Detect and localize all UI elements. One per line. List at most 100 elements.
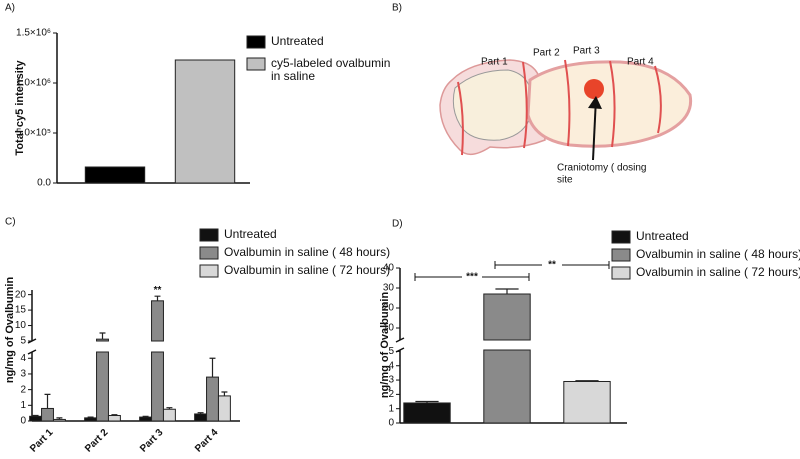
y-tick-label: 10: [383, 323, 395, 334]
cerebellum-core: [452, 69, 533, 141]
legend-swatch: [611, 266, 631, 280]
legend-label: Ovalbumin in saline ( 72 hours): [636, 266, 800, 279]
error-bar: [575, 380, 599, 382]
x-tick-label: Part 2: [83, 427, 111, 455]
legend-entry: Untreated: [636, 230, 689, 243]
legend-entry: Untreated: [224, 228, 277, 241]
error-bar: [209, 357, 216, 378]
bar: [194, 413, 208, 422]
y-tick-label: 15: [15, 305, 27, 316]
annotation-bg: [462, 272, 482, 282]
caption: Craniotomy ( dosing: [557, 163, 646, 174]
legend-entry: Ovalbumin in saline ( 72 hours): [224, 264, 391, 277]
annotation-bg: [542, 260, 562, 270]
part-label: Part 3: [573, 46, 600, 57]
y-tick-label: 1: [20, 400, 26, 411]
y-tick-label: 5: [388, 346, 394, 357]
error-bar: [197, 412, 204, 414]
y-tick-label: 0: [20, 416, 26, 427]
y-tick-label: 20: [15, 289, 27, 300]
annotation: **: [548, 260, 556, 271]
panel-label: A): [5, 3, 15, 14]
y-tick-label: 1.0×10⁶: [16, 78, 51, 89]
axis-break: [395, 337, 405, 343]
bar: [162, 408, 176, 422]
legend-entry: cy5-labeled ovalbumin in saline: [271, 57, 391, 83]
axis-break: [27, 349, 37, 355]
bar: [107, 415, 121, 422]
caption: site: [557, 175, 573, 186]
y-tick-label: 5: [20, 336, 26, 347]
legend-entry: Untreated: [271, 35, 324, 48]
legend-entry: Ovalbumin in saline ( 72 hours): [636, 266, 800, 279]
bar: [151, 351, 164, 422]
bar: [96, 351, 109, 422]
bar: [84, 166, 146, 184]
y-tick-label: 2: [20, 384, 26, 395]
error-bar: [99, 332, 106, 340]
bar: [403, 402, 451, 424]
legend-label: Ovalbumin in saline ( 48 hours): [224, 246, 391, 259]
bar: [29, 415, 43, 422]
legend-entry: Ovalbumin in saline ( 48 hours): [224, 246, 391, 259]
panel-label: D): [392, 219, 403, 230]
error-bar: [415, 400, 439, 403]
y-tick-label: 4: [20, 353, 26, 364]
y-tick-label: 5.0×10⁵: [16, 128, 51, 139]
legend-swatch: [611, 230, 631, 244]
y-axis-label: Total cy5 intensity: [14, 60, 26, 156]
error-bar: [166, 407, 173, 410]
error-bar: [495, 288, 519, 294]
error-bar: [111, 414, 118, 416]
legend-swatch: [246, 57, 266, 71]
error-bar: [221, 391, 228, 396]
bar: [563, 380, 611, 424]
y-tick-label: 0.0: [37, 178, 51, 189]
y-tick-label: 2: [388, 389, 394, 400]
legend-swatch: [199, 228, 219, 242]
annotation: **: [154, 285, 162, 296]
legend-swatch: [199, 246, 219, 260]
brain-diagram: B) Part 1 Part 2 Part 3 Part 4 Craniotom…: [392, 3, 693, 186]
error-bar: [56, 417, 63, 420]
arrow-head: [588, 96, 602, 109]
y-tick-label: 30: [383, 283, 395, 294]
x-tick-label: Part 3: [138, 427, 166, 455]
annotation: ***: [466, 272, 478, 283]
legend-label: cy5-labeled ovalbumin in saline: [271, 57, 391, 83]
bar: [483, 293, 531, 341]
y-tick-label: 3: [388, 375, 394, 386]
legend-swatch: [199, 264, 219, 278]
y-tick-label: 1.5×10⁶: [16, 28, 51, 39]
part-label: Part 2: [533, 48, 560, 59]
legend-label: Ovalbumin in saline ( 48 hours): [636, 248, 800, 261]
error-bar: [142, 415, 149, 418]
section-lines: [457, 59, 662, 156]
y-tick-label: 4: [388, 360, 394, 371]
legend-entry: Ovalbumin in saline ( 48 hours): [636, 248, 800, 261]
bar: [41, 407, 54, 422]
bar: [96, 338, 109, 342]
legend-swatch: [246, 35, 266, 49]
bar: [84, 417, 98, 422]
dosing-site: [584, 79, 604, 99]
bar: [52, 418, 66, 422]
y-tick-label: 3: [20, 369, 26, 380]
legend-swatch: [611, 248, 631, 262]
error-bar: [32, 414, 39, 417]
y-tick-label: 1: [388, 403, 394, 414]
error-bar: [44, 393, 51, 409]
panel-label: B): [392, 3, 402, 14]
legend-label: Ovalbumin in saline ( 72 hours): [224, 264, 391, 277]
y-tick-label: 40: [383, 263, 395, 274]
bar: [151, 300, 164, 342]
error-bar: [154, 295, 161, 301]
bar: [483, 349, 531, 424]
bar: [217, 395, 231, 422]
panel-label: C): [5, 217, 16, 228]
bar: [139, 416, 153, 422]
y-tick-label: 10: [15, 320, 27, 331]
y-axis-label: ng/mg of Ovalbumin: [4, 277, 16, 384]
y-axis-label: ng/mg of Ovalbumin: [379, 292, 391, 399]
